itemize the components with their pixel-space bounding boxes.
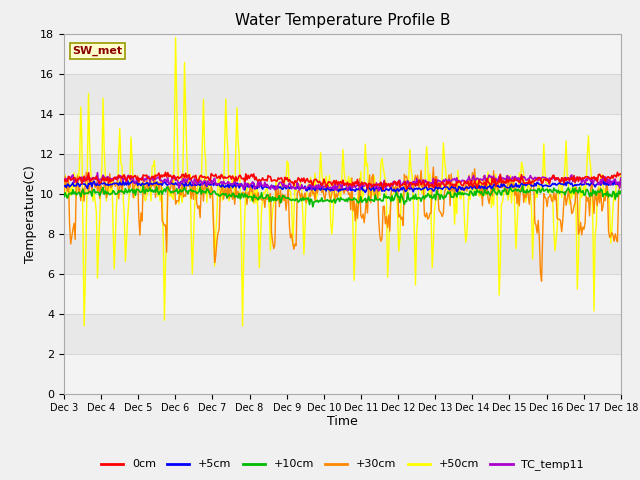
X-axis label: Time: Time bbox=[327, 415, 358, 428]
Bar bbox=[64, 274, 621, 313]
Bar bbox=[64, 193, 621, 234]
Text: SW_met: SW_met bbox=[72, 46, 122, 57]
Y-axis label: Temperature(C): Temperature(C) bbox=[24, 165, 37, 263]
Bar bbox=[64, 354, 621, 394]
Title: Water Temperature Profile B: Water Temperature Profile B bbox=[235, 13, 450, 28]
Bar bbox=[64, 114, 621, 154]
Bar bbox=[64, 34, 621, 73]
Legend: 0cm, +5cm, +10cm, +30cm, +50cm, TC_temp11: 0cm, +5cm, +10cm, +30cm, +50cm, TC_temp1… bbox=[96, 455, 589, 475]
